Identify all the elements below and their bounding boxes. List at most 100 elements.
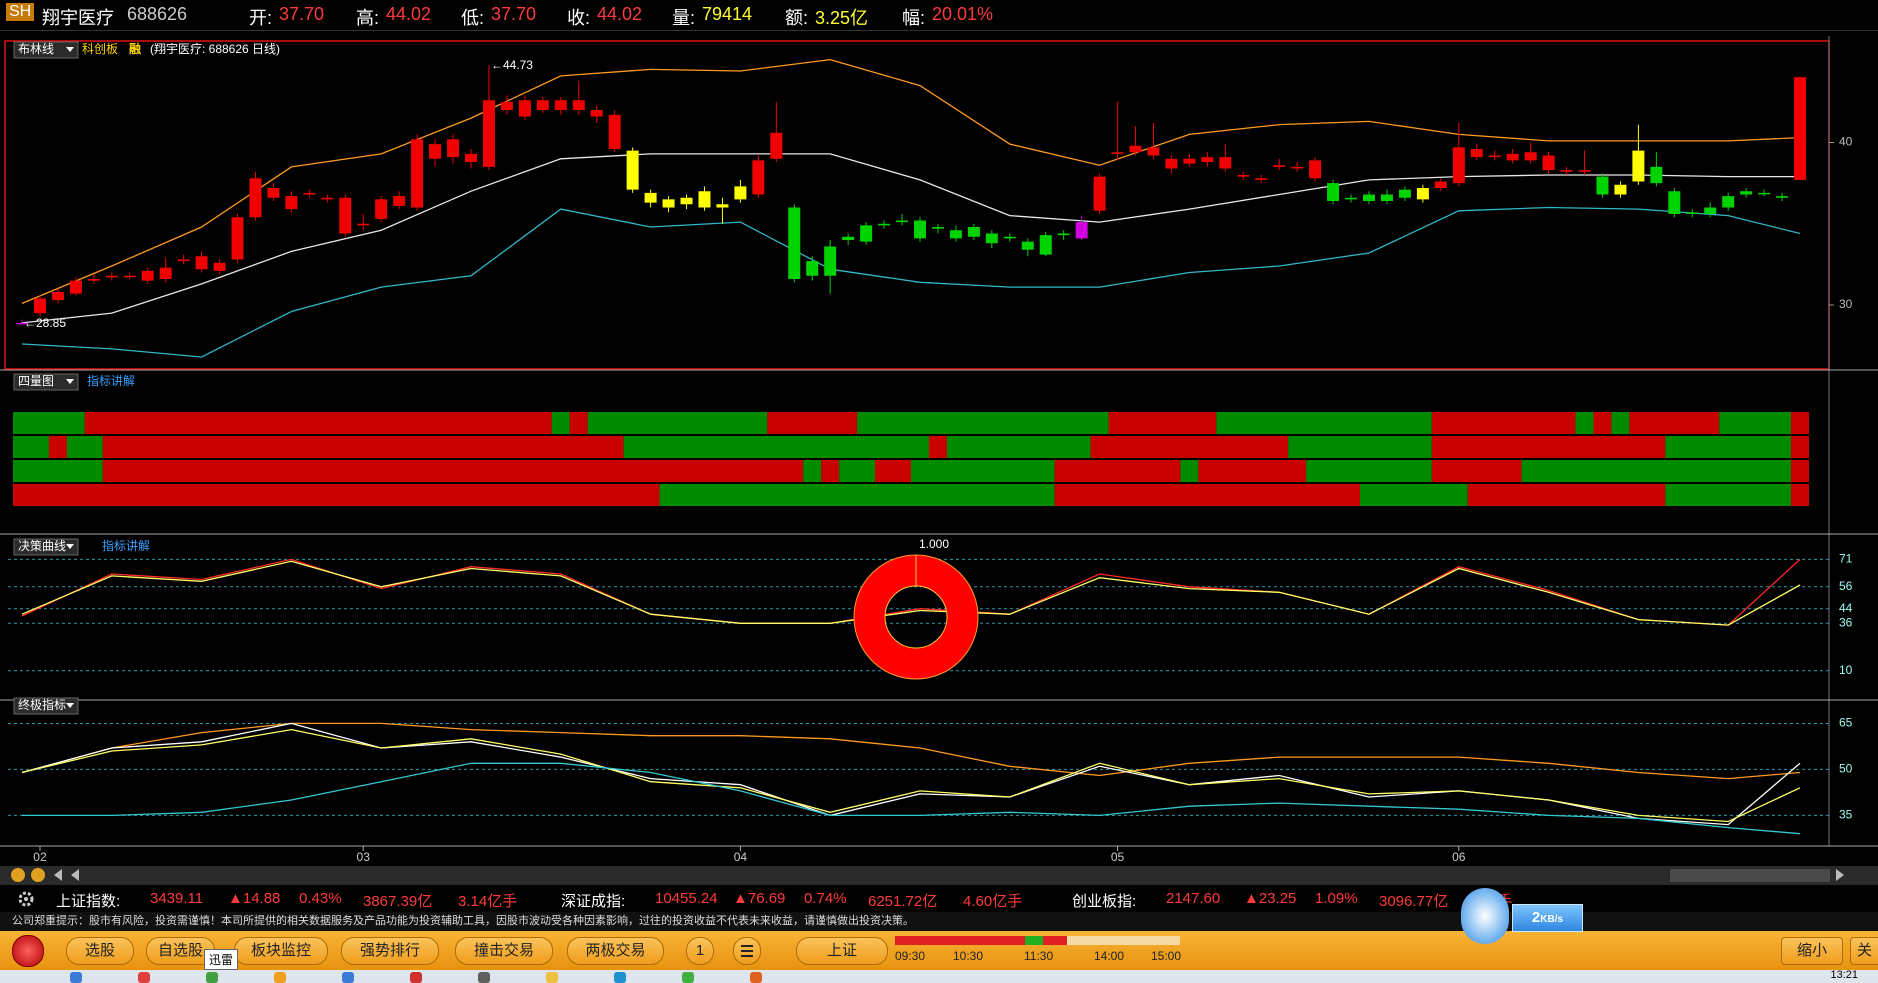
- stock-code: 688626: [127, 4, 188, 24]
- candle-body: [1129, 145, 1142, 153]
- time-label: 15:00: [1151, 949, 1182, 963]
- candle-body: [770, 132, 783, 159]
- margin-tag: 融: [129, 41, 141, 56]
- candle-body: [1632, 150, 1645, 182]
- tool-button[interactable]: 板块监控: [234, 937, 328, 965]
- scroll-thumb[interactable]: [1670, 869, 1830, 882]
- volume-strip: [1288, 436, 1432, 458]
- candle-body: [1093, 176, 1106, 211]
- market-badge: SH: [6, 3, 35, 21]
- indicator-menu[interactable]: [13, 373, 79, 391]
- taskbar-icon[interactable]: [342, 972, 354, 983]
- index-pct: 0.43%: [299, 890, 342, 907]
- index-amount: 3867.39亿: [363, 893, 433, 910]
- taskbar-icon[interactable]: [546, 972, 558, 983]
- zoom-in[interactable]: [11, 868, 25, 882]
- tool-button[interactable]: 撞击交易: [455, 937, 553, 965]
- candle-body: [1237, 175, 1250, 177]
- x-tick-label: 02: [33, 850, 47, 864]
- volume-strip: [1629, 412, 1720, 434]
- speed-rocket[interactable]: [1461, 888, 1509, 944]
- volume-strip: [84, 412, 552, 434]
- zoom-out[interactable]: [31, 868, 45, 882]
- scroll-right[interactable]: [1836, 869, 1844, 881]
- candle-body: [51, 292, 64, 301]
- time-line: [895, 936, 1180, 945]
- quote-label: 低:: [461, 8, 485, 28]
- taskbar-icon[interactable]: [750, 972, 762, 983]
- candle-body: [1416, 188, 1429, 200]
- tool-button[interactable]: 自选股: [146, 937, 215, 965]
- index-price: 3439.11: [150, 890, 204, 907]
- quote-value: 37.70: [279, 4, 325, 24]
- x-tick-label: 03: [357, 850, 371, 864]
- indicator-help-link[interactable]: 指标讲解: [87, 373, 135, 388]
- tool-button[interactable]: 强势排行: [341, 937, 439, 965]
- volume-strip: [13, 484, 660, 506]
- candle-body: [608, 114, 621, 149]
- candle-body: [375, 199, 388, 219]
- scroll-bar[interactable]: [0, 866, 1878, 885]
- volume-strip: [1791, 460, 1809, 482]
- taskbar-icon[interactable]: [70, 972, 82, 983]
- candle-body: [878, 223, 891, 226]
- page-button[interactable]: 1: [686, 937, 714, 965]
- disclaimer: 公司郑重提示：股市有风险，投资需谨慎！本司所提供的相关数据服务及产品功能为投资辅…: [0, 912, 1878, 931]
- index-volume: 4.60亿手: [963, 893, 1023, 910]
- stock-name: 翔宇医疗: [42, 8, 114, 28]
- candle-body: [1758, 192, 1771, 195]
- list-button[interactable]: [733, 937, 761, 965]
- shrink-button[interactable]: 缩小: [1781, 937, 1843, 965]
- candle-body: [231, 217, 244, 260]
- volume-strip: [839, 460, 876, 482]
- indicator-title: 四量图: [18, 374, 54, 388]
- candle-body: [1542, 155, 1555, 171]
- volume-strip: [857, 412, 1109, 434]
- index-name: 深证成指:: [561, 893, 626, 910]
- candle-body: [1794, 77, 1807, 180]
- tool-button[interactable]: 两极交易: [567, 937, 664, 965]
- volume-strip: [569, 412, 588, 434]
- index-name: 创业板指:: [1072, 893, 1137, 910]
- quote-bar: SH 翔宇医疗 688626 开: 37.70 高: 44.02 低: 37.70 收: 44…: [0, 0, 1878, 31]
- bollinger-line: [21, 206, 1801, 358]
- indicator-menu[interactable]: [13, 697, 79, 715]
- indicator-help-link[interactable]: 指标讲解: [102, 538, 150, 553]
- taskbar-icon[interactable]: [138, 972, 150, 983]
- candle-body: [949, 230, 962, 239]
- dropdown-arrow: [66, 703, 74, 708]
- taskbar-icon[interactable]: [614, 972, 626, 983]
- candle-body: [644, 192, 657, 203]
- candle-body: [1596, 176, 1609, 195]
- quote-value: 44.02: [386, 4, 432, 24]
- candle-body: [788, 207, 801, 279]
- close-button[interactable]: 关: [1850, 937, 1878, 965]
- candle-body: [967, 227, 980, 237]
- candle-body: [123, 275, 136, 278]
- candle-body: [752, 160, 765, 195]
- volume-strip: [66, 436, 103, 458]
- indicator-menu[interactable]: [13, 41, 79, 59]
- time-label: 10:30: [953, 949, 984, 963]
- candle-body: [914, 220, 926, 239]
- indicator-menu[interactable]: [13, 538, 79, 556]
- candle-body: [716, 204, 729, 208]
- taskbar-icon[interactable]: [410, 972, 422, 983]
- volume-strip: [911, 460, 1055, 482]
- taskbar-icon[interactable]: [206, 972, 218, 983]
- index-amount: 3096.77亿: [1379, 893, 1449, 910]
- index-price: 2147.60: [1166, 890, 1221, 907]
- taskbar-icon[interactable]: [478, 972, 490, 983]
- scroll-left[interactable]: [54, 869, 79, 881]
- settings-icon[interactable]: [18, 891, 34, 907]
- candle-body: [16, 322, 28, 325]
- market-button[interactable]: 上证: [796, 937, 888, 965]
- taskbar-icon[interactable]: [274, 972, 286, 983]
- quote-value: 44.02: [597, 4, 643, 24]
- candle-body: [1183, 158, 1196, 164]
- taskbar-icon[interactable]: [682, 972, 694, 983]
- menu-button[interactable]: [12, 935, 44, 967]
- tool-button[interactable]: 选股: [66, 937, 134, 965]
- volume-strip: [1431, 460, 1522, 482]
